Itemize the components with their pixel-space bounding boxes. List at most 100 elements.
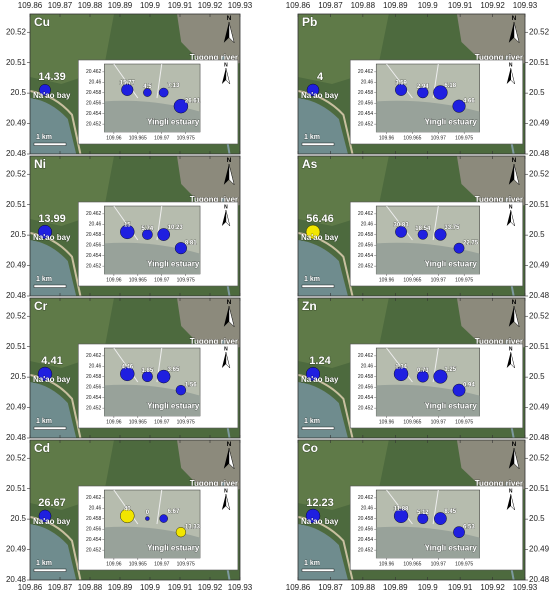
inset-value: 4.66 <box>463 99 475 105</box>
inset-lat-tick-label: 20.456 <box>358 243 374 249</box>
inset-lat-tick-label: 20.46 <box>89 506 102 512</box>
inset-lat-tick-label: 20.454 <box>86 111 102 117</box>
site-marker <box>395 83 408 96</box>
inset-value: 0.94 <box>463 383 475 389</box>
north-label: N <box>224 346 228 352</box>
inset-lon-tick-label: 109.975 <box>177 419 195 425</box>
inset-lon-tick-label: 109.965 <box>403 561 421 567</box>
lon-tick-label: 109.93 <box>513 1 538 10</box>
lat-tick-label: 20.52 <box>6 453 27 462</box>
inset-lon-tick-label: 109.96 <box>106 135 122 141</box>
naao-value: 14.39 <box>38 71 66 83</box>
site-marker <box>37 366 53 382</box>
coast <box>29 374 82 439</box>
lat-tick-label: 20.48 <box>6 291 27 300</box>
lat-tick-label: 20.5 <box>529 372 545 381</box>
scale-bar <box>33 142 67 146</box>
north-label: N <box>512 157 517 164</box>
inset-lon-tick-label: 109.975 <box>177 277 195 283</box>
inset-lon-tick-label: 109.97 <box>154 277 170 283</box>
inset-lat-tick-label: 20.454 <box>358 111 374 117</box>
inset-lat-tick-label: 20.456 <box>86 101 102 107</box>
north-label: N <box>227 15 232 22</box>
naao-label: Na'ao bay <box>33 233 71 242</box>
lat-tick-label: 20.49 <box>6 119 27 128</box>
inset-lon-tick-label: 109.97 <box>431 277 447 283</box>
inset-lon-tick-label: 109.965 <box>403 419 421 425</box>
yingli-label: Yingli estuary <box>147 544 200 553</box>
inset-lat-tick-label: 20.452 <box>358 405 374 411</box>
inset-lon-tick-label: 109.965 <box>129 277 147 283</box>
inset-lon-tick-label: 109.97 <box>154 135 170 141</box>
inset-lat-tick-label: 20.456 <box>358 527 374 533</box>
inset-estuary <box>376 242 480 274</box>
inset-road <box>113 63 163 99</box>
north-label: N <box>227 157 232 164</box>
north-arrow <box>508 22 514 43</box>
scale-label: 1 km <box>36 418 52 425</box>
inset-estuary <box>104 384 201 416</box>
inset-lat-tick-label: 20.456 <box>358 385 374 391</box>
inset-lon-tick-label: 109.975 <box>177 135 195 141</box>
inset-lon-tick-label: 109.97 <box>431 135 447 141</box>
element-label: Pb <box>302 15 317 29</box>
north-arrow <box>506 210 511 226</box>
north-arrow <box>510 209 516 227</box>
inset-lon-tick-label: 109.96 <box>379 277 395 283</box>
lat-tick-label: 20.51 <box>529 200 550 209</box>
inset-lat-tick-label: 20.458 <box>86 232 102 238</box>
lat-tick-label: 20.48 <box>529 433 550 442</box>
inset-value: 1.25 <box>444 367 456 373</box>
tugong-label: Tugong river <box>190 337 238 346</box>
element-label: Cr <box>34 299 48 313</box>
lon-tick-label: 109.89 <box>108 583 133 592</box>
inset-lat-tick-label: 20.458 <box>86 90 102 96</box>
lon-tick-label: 109.86 <box>18 1 43 10</box>
naao-label: Na'ao bay <box>301 91 339 100</box>
lat-tick-label: 20.49 <box>6 261 27 270</box>
inset-lon-tick-label: 109.965 <box>129 135 147 141</box>
inset-value: 18.54 <box>415 226 431 232</box>
site-marker <box>305 508 321 524</box>
inset-value: 4.46 <box>121 364 133 370</box>
inset-value: 26.61 <box>185 99 201 105</box>
lat-tick-label: 20.49 <box>6 403 27 412</box>
lat-tick-label: 20.48 <box>6 433 27 442</box>
naao-label: Na'ao bay <box>301 233 339 242</box>
inset-lon-tick-label: 109.975 <box>455 277 473 283</box>
inset-lat-tick-label: 20.452 <box>358 547 374 553</box>
tugong-label: Tugong river <box>475 479 523 488</box>
lat-tick-label: 20.52 <box>529 311 550 320</box>
yingli-label: Yingli estuary <box>425 260 478 269</box>
inset-lon-tick-label: 109.96 <box>106 419 122 425</box>
map-frame <box>297 297 526 439</box>
site-marker <box>120 366 135 382</box>
inset-value: 0.73 <box>417 368 429 374</box>
site-marker <box>175 527 186 538</box>
scale-label: 1 km <box>304 560 320 567</box>
lon-tick-label: 109.87 <box>318 1 343 10</box>
inset-lon-tick-label: 109.965 <box>403 135 421 141</box>
naao-value: 13.99 <box>38 213 66 225</box>
site-marker <box>417 229 428 240</box>
inset-value: 15.77 <box>120 80 136 86</box>
urban-area <box>177 440 240 496</box>
lat-tick-label: 20.51 <box>6 342 27 351</box>
element-label: Zn <box>302 299 317 313</box>
lon-tick-label: 109.9 <box>418 583 439 592</box>
inset-lon-tick-label: 109.97 <box>154 561 170 567</box>
site-marker <box>159 514 168 523</box>
lat-tick-label: 20.48 <box>529 291 550 300</box>
inset-lat-tick-label: 20.462 <box>86 495 102 501</box>
lon-tick-label: 109.9 <box>418 1 439 10</box>
map-frame <box>297 155 526 297</box>
inset-lat-tick-label: 20.452 <box>358 263 374 269</box>
yingli-label: Yingli estuary <box>147 402 200 411</box>
inset-lat-tick-label: 20.46 <box>89 222 102 228</box>
inset-lat-tick-label: 20.456 <box>86 527 102 533</box>
site-marker <box>453 242 465 254</box>
site-marker <box>434 512 447 525</box>
inset-lon-tick-label: 109.97 <box>431 419 447 425</box>
north-label: N <box>224 488 228 494</box>
